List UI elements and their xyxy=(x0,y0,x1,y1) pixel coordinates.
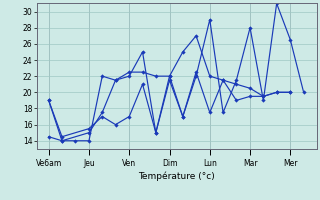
X-axis label: Température (°c): Température (°c) xyxy=(138,171,215,181)
